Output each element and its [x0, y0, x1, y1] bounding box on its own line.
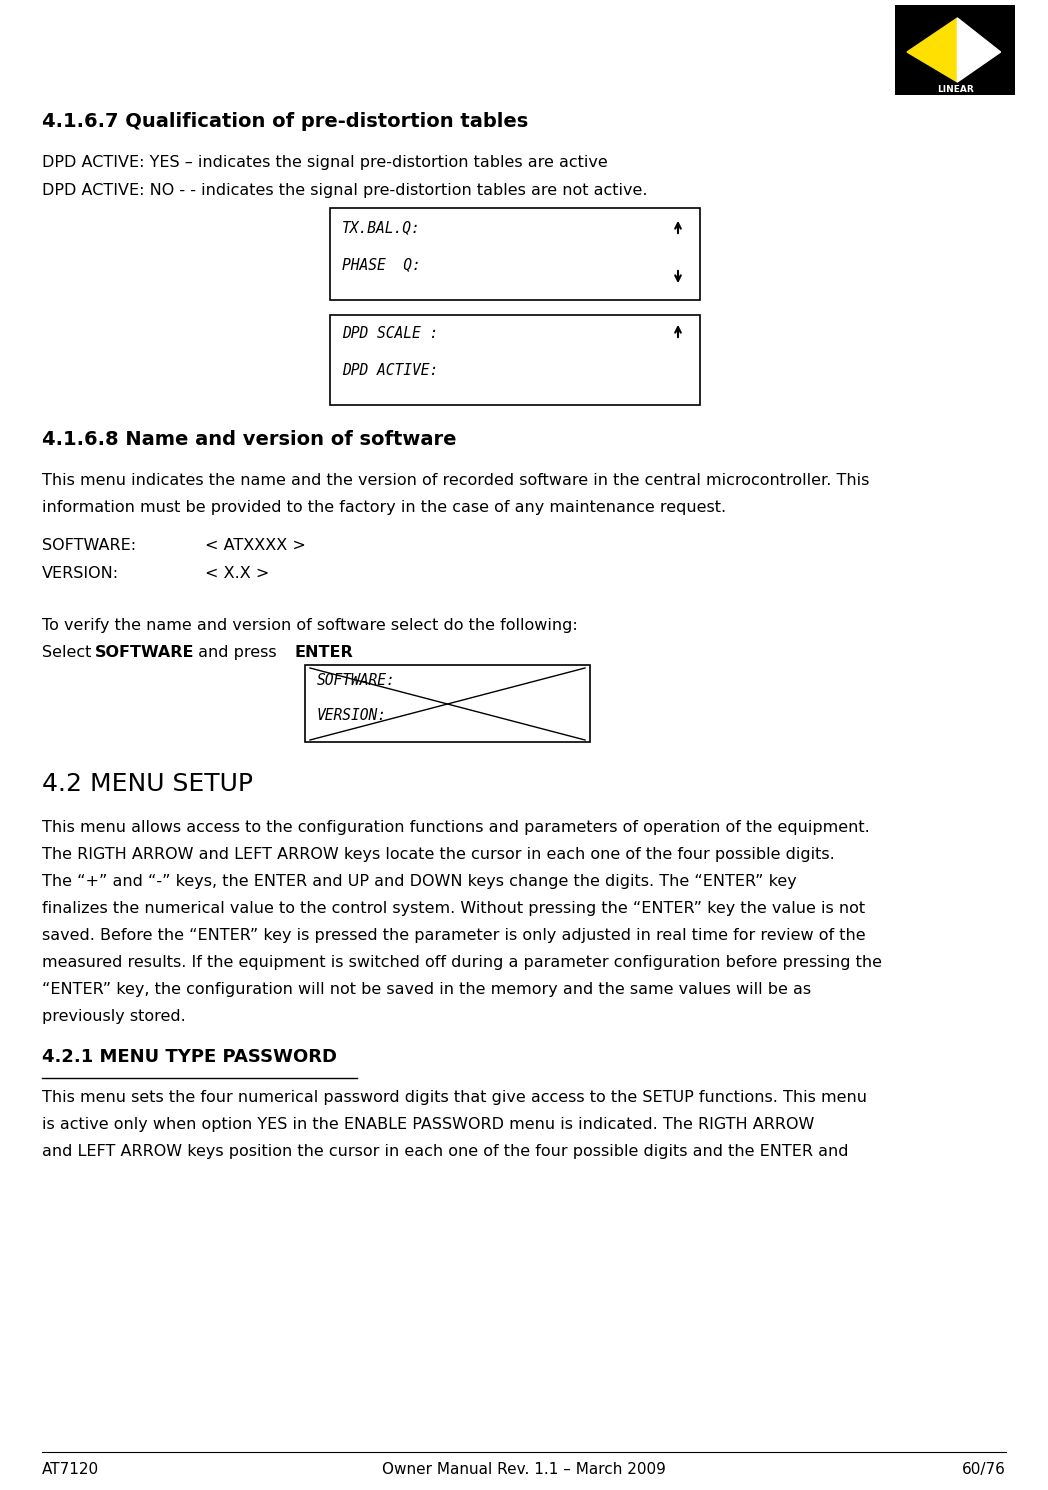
Text: measured results. If the equipment is switched off during a parameter configurat: measured results. If the equipment is sw…	[42, 955, 882, 970]
Text: VERSION:: VERSION:	[316, 708, 387, 723]
Text: previously stored.: previously stored.	[42, 1009, 185, 1024]
FancyBboxPatch shape	[330, 209, 700, 299]
Text: AT7120: AT7120	[42, 1462, 100, 1477]
Text: VERSION:: VERSION:	[42, 566, 119, 581]
Text: 4.2.1 MENU TYPE PASSWORD: 4.2.1 MENU TYPE PASSWORD	[42, 1047, 337, 1065]
Polygon shape	[907, 18, 958, 82]
Text: 4.1.6.7 Qualification of pre-distortion tables: 4.1.6.7 Qualification of pre-distortion …	[42, 112, 528, 131]
Text: This menu allows access to the configuration functions and parameters of operati: This menu allows access to the configura…	[42, 820, 870, 834]
Text: and press: and press	[193, 645, 282, 660]
Text: TX.BAL.Q:: TX.BAL.Q:	[342, 221, 420, 235]
Text: DPD ACTIVE:: DPD ACTIVE:	[342, 364, 438, 378]
Text: 4.2 MENU SETUP: 4.2 MENU SETUP	[42, 772, 253, 796]
Text: is active only when option YES in the ENABLE PASSWORD menu is indicated. The RIG: is active only when option YES in the EN…	[42, 1118, 814, 1132]
Text: and LEFT ARROW keys position the cursor in each one of the four possible digits : and LEFT ARROW keys position the cursor …	[42, 1144, 849, 1159]
Text: “ENTER” key, the configuration will not be saved in the memory and the same valu: “ENTER” key, the configuration will not …	[42, 982, 811, 997]
Text: The RIGTH ARROW and LEFT ARROW keys locate the cursor in each one of the four po: The RIGTH ARROW and LEFT ARROW keys loca…	[42, 846, 835, 863]
Text: < X.X >: < X.X >	[205, 566, 269, 581]
FancyBboxPatch shape	[330, 314, 700, 405]
Text: < ATXXXX >: < ATXXXX >	[205, 538, 306, 553]
Text: PHASE  Q:: PHASE Q:	[342, 256, 420, 273]
Text: This menu sets the four numerical password digits that give access to the SETUP : This menu sets the four numerical passwo…	[42, 1091, 867, 1106]
Text: DPD SCALE :: DPD SCALE :	[342, 326, 438, 341]
Text: DPD ACTIVE: NO - - indicates the signal pre-distortion tables are not active.: DPD ACTIVE: NO - - indicates the signal …	[42, 183, 648, 198]
Text: Owner Manual Rev. 1.1 – March 2009: Owner Manual Rev. 1.1 – March 2009	[383, 1462, 665, 1477]
Text: information must be provided to the factory in the case of any maintenance reque: information must be provided to the fact…	[42, 501, 726, 516]
Text: SOFTWARE:: SOFTWARE:	[42, 538, 136, 553]
Polygon shape	[958, 18, 1001, 82]
Text: LINEAR: LINEAR	[937, 85, 974, 94]
Text: ENTER: ENTER	[294, 645, 353, 660]
Text: saved. Before the “ENTER” key is pressed the parameter is only adjusted in real : saved. Before the “ENTER” key is pressed…	[42, 928, 866, 943]
FancyBboxPatch shape	[895, 4, 1016, 95]
Text: To verify the name and version of software select do the following:: To verify the name and version of softwa…	[42, 618, 577, 633]
Text: Select: Select	[42, 645, 96, 660]
Text: This menu indicates the name and the version of recorded software in the central: This menu indicates the name and the ver…	[42, 472, 870, 489]
Text: finalizes the numerical value to the control system. Without pressing the “ENTER: finalizes the numerical value to the con…	[42, 901, 866, 916]
Text: SOFTWARE: SOFTWARE	[95, 645, 195, 660]
Text: SOFTWARE:: SOFTWARE:	[316, 673, 396, 688]
Text: 60/76: 60/76	[962, 1462, 1006, 1477]
FancyBboxPatch shape	[305, 665, 590, 742]
Text: The “+” and “-” keys, the ENTER and UP and DOWN keys change the digits. The “ENT: The “+” and “-” keys, the ENTER and UP a…	[42, 875, 796, 890]
Text: DPD ACTIVE: YES – indicates the signal pre-distortion tables are active: DPD ACTIVE: YES – indicates the signal p…	[42, 155, 608, 170]
Text: 4.1.6.8 Name and version of software: 4.1.6.8 Name and version of software	[42, 431, 457, 448]
